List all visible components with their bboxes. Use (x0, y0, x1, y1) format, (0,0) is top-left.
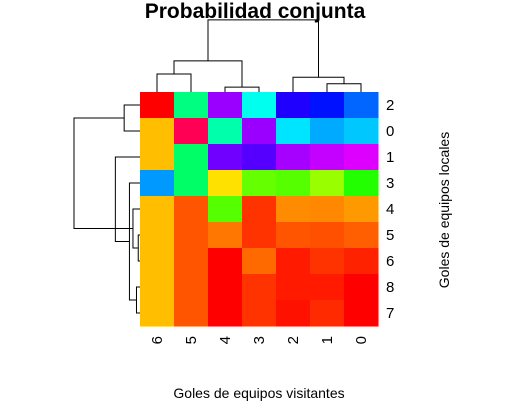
heatmap-cell-r2-c3 (242, 92, 277, 119)
heatmap-cell-r0-c2 (276, 118, 311, 145)
heatmap-cell-r4-c5 (174, 196, 209, 223)
heatmap-cell-r5-c0 (344, 222, 379, 249)
heatmap-cell-r2-c2 (276, 92, 311, 119)
heatmap-cell-r6-c0 (344, 248, 379, 275)
heatmap-cell-r4-c0 (344, 196, 379, 223)
column-tick-label: 0 (353, 336, 370, 344)
heatmap-cell-r3-c3 (242, 170, 277, 197)
heatmap-cell-r5-c2 (276, 222, 311, 249)
heatmap-cell-r7-c2 (276, 300, 311, 327)
heatmap-cell-r4-c6 (140, 196, 175, 223)
row-tick-label: 2 (386, 97, 394, 114)
column-dendrogram (156, 19, 362, 92)
row-tick-label: 1 (386, 149, 394, 166)
heatmap-cell-r0-c5 (174, 118, 209, 145)
heatmap-cell-r0-c1 (310, 118, 345, 145)
row-tick-label: 7 (386, 305, 394, 322)
heatmap-cell-r7-c3 (242, 300, 277, 327)
heatmap-cell-r4-c4 (208, 196, 243, 223)
row-tick-label: 0 (386, 123, 394, 140)
column-tick-label: 3 (251, 336, 268, 344)
heatmap-cell-r4-c3 (242, 196, 277, 223)
dendrogram-branch (137, 234, 140, 262)
heatmap-cell-r8-c0 (344, 274, 379, 301)
heatmap-cell-r8-c4 (208, 274, 243, 301)
heatmap-cell-r3-c6 (140, 170, 175, 197)
heatmap-cell-r2-c4 (208, 92, 243, 119)
heatmap-cell-r7-c6 (140, 300, 175, 327)
row-tick-label: 8 (386, 279, 394, 296)
heatmap-cell-r6-c3 (242, 248, 277, 275)
heatmap-cell-r1-c1 (310, 144, 345, 171)
heatmap-cell-r8-c3 (242, 274, 277, 301)
heatmap-cell-r3-c2 (276, 170, 311, 197)
dendrogram-branch (73, 117, 133, 229)
heatmap-cell-r1-c4 (208, 144, 243, 171)
heatmap-cell-r0-c3 (242, 118, 277, 145)
row-tick-label: 6 (386, 253, 394, 270)
dendrogram-branch (326, 83, 362, 92)
heatmap-cell-r6-c6 (140, 248, 175, 275)
heatmap-cell-r8-c1 (310, 274, 345, 301)
heatmap-cell-r2-c5 (174, 92, 209, 119)
heatmap-cell-r3-c0 (344, 170, 379, 197)
dendrogram-branch (114, 156, 140, 242)
chart-title: Probabilidad conjunta (145, 0, 366, 23)
heatmap-cell-r5-c6 (140, 222, 175, 249)
heatmap-cell-r7-c4 (208, 300, 243, 327)
heatmap-cell-r0-c6 (140, 118, 175, 145)
heatmap-cell-r1-c0 (344, 144, 379, 171)
heatmap-cell-r5-c5 (174, 222, 209, 249)
heatmap-cell-r6-c2 (276, 248, 311, 275)
heatmap-cell-r0-c4 (208, 118, 243, 145)
heatmap-cell-r4-c2 (276, 196, 311, 223)
row-tick-labels: 2 0 1 3 4 5 6 8 7 (386, 97, 394, 322)
heatmap-cell-r1-c3 (242, 144, 277, 171)
column-tick-label: 4 (217, 336, 234, 344)
column-tick-label: 2 (285, 336, 302, 344)
row-tick-label: 3 (386, 175, 394, 192)
heatmap-cell-r1-c5 (174, 144, 209, 171)
heatmap-cell-r7-c0 (344, 300, 379, 327)
dendrogram-branch (123, 104, 140, 132)
heatmap-cell-r8-c6 (140, 274, 175, 301)
dendrogram-branch (156, 73, 192, 92)
column-tick-label: 6 (149, 336, 166, 344)
heatmap-cell-r4-c1 (310, 196, 345, 223)
heatmap-cell-r5-c1 (310, 222, 345, 249)
heatmap-cell-r7-c5 (174, 300, 209, 327)
heatmap-cell-r8-c5 (174, 274, 209, 301)
row-tick-label: 4 (386, 201, 394, 218)
heatmap-cell-r8-c2 (276, 274, 311, 301)
heatmap-cell-r1-c2 (276, 144, 311, 171)
heatmap-cell-r6-c1 (310, 248, 345, 275)
heatmap-cell-r5-c3 (242, 222, 277, 249)
column-tick-label: 5 (183, 336, 200, 344)
heatmap-cell-r3-c5 (174, 170, 209, 197)
heatmap-cell-r2-c0 (344, 92, 379, 119)
dendrogram-branch (292, 76, 345, 92)
y-axis-label: Goles de equipos locales (436, 132, 452, 288)
heatmap-cell-r5-c4 (208, 222, 243, 249)
x-axis-label: Goles de equipos visitantes (173, 385, 344, 401)
row-tick-label: 5 (386, 227, 394, 244)
heatmap-cell-r2-c6 (140, 92, 175, 119)
heatmap-cell-r2-c1 (310, 92, 345, 119)
dendrogram-branch (135, 286, 140, 314)
row-dendrogram (73, 104, 140, 314)
column-tick-labels: 6 5 4 3 2 1 0 (149, 336, 370, 344)
heatmap-cell-r6-c5 (174, 248, 209, 275)
heatmap-cells (140, 92, 379, 327)
dendrogram-branch (224, 86, 260, 92)
dendrogram-branch (207, 19, 319, 78)
column-tick-label: 1 (319, 336, 336, 344)
heatmap-cell-r0-c0 (344, 118, 379, 145)
heatmap-cell-r3-c1 (310, 170, 345, 197)
heatmap-cell-r7-c1 (310, 300, 345, 327)
heatmap-cell-r6-c4 (208, 248, 243, 275)
heatmap-cell-r1-c6 (140, 144, 175, 171)
heatmap-cell-r3-c4 (208, 170, 243, 197)
dendrogram-branch (132, 208, 140, 249)
